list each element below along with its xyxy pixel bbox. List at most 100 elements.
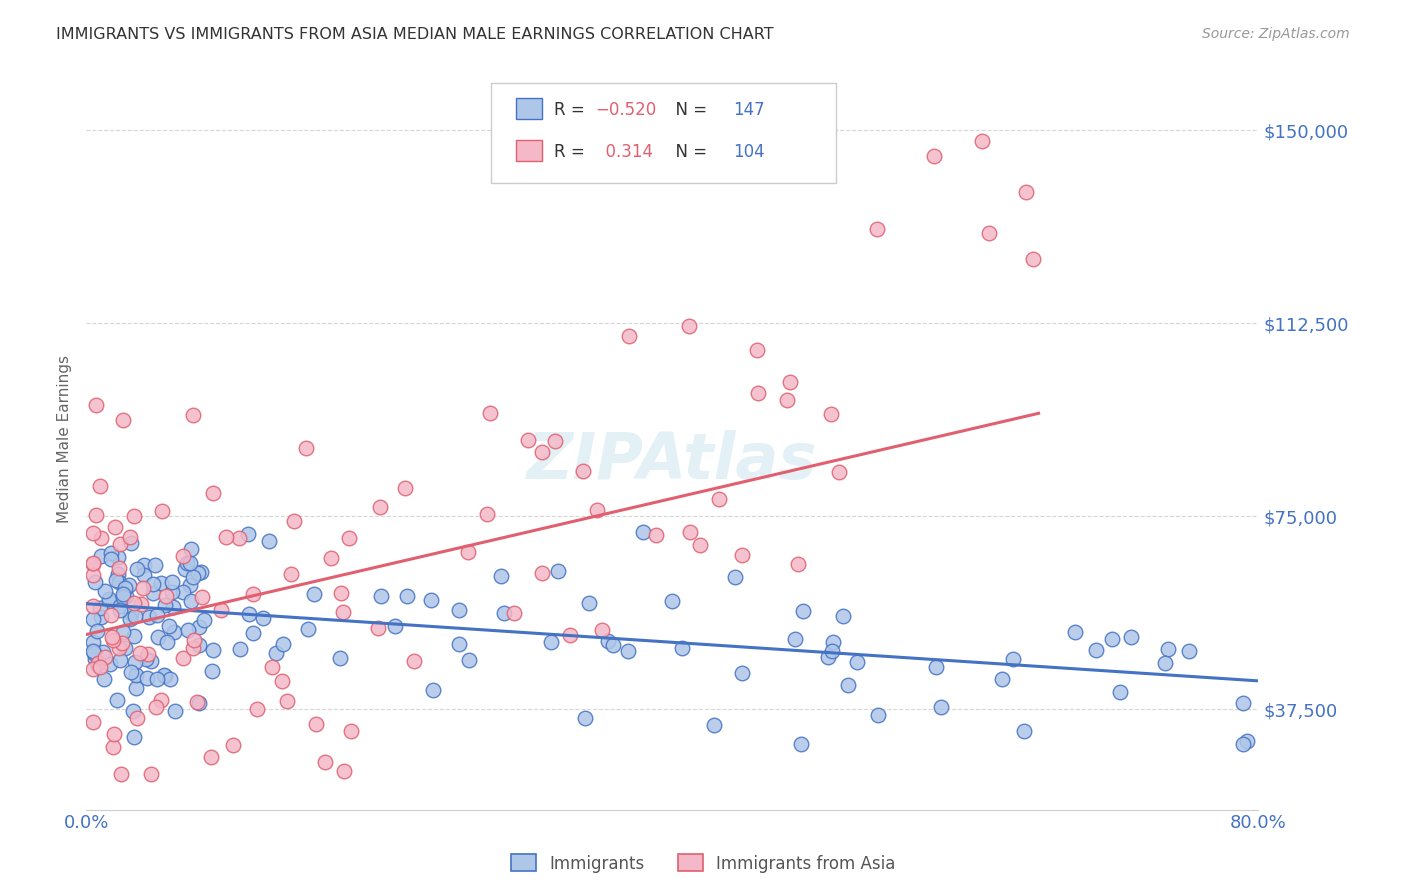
Point xyxy=(228,531,250,545)
Point xyxy=(129,597,152,611)
Point xyxy=(98,657,121,671)
Text: 104: 104 xyxy=(733,143,765,161)
Point xyxy=(173,562,195,576)
Point xyxy=(112,413,135,427)
Point xyxy=(111,624,134,639)
Point xyxy=(97,594,120,608)
Point xyxy=(120,665,142,679)
Point xyxy=(122,596,145,610)
Point xyxy=(246,701,269,715)
Point xyxy=(821,635,844,649)
Point xyxy=(422,683,444,698)
Point xyxy=(1063,625,1085,640)
Point xyxy=(530,566,553,580)
Point xyxy=(404,654,426,668)
Point xyxy=(97,591,120,606)
Point xyxy=(179,578,201,592)
Point xyxy=(457,653,479,667)
Text: −0.520: −0.520 xyxy=(595,101,657,119)
Point xyxy=(157,618,180,632)
Text: IMMIGRANTS VS IMMIGRANTS FROM ASIA MEDIAN MALE EARNINGS CORRELATION CHART: IMMIGRANTS VS IMMIGRANTS FROM ASIA MEDIA… xyxy=(56,27,773,42)
Point xyxy=(302,587,325,601)
Point xyxy=(84,398,107,412)
Point xyxy=(866,222,889,236)
Point xyxy=(112,590,135,604)
Point xyxy=(172,549,194,563)
Point xyxy=(540,635,562,649)
Point xyxy=(176,557,198,571)
Point xyxy=(276,693,298,707)
Point xyxy=(91,645,114,659)
Point xyxy=(104,520,127,534)
Point xyxy=(100,546,122,560)
Point xyxy=(457,544,479,558)
Point xyxy=(120,536,142,550)
Point xyxy=(1232,737,1254,751)
Point xyxy=(215,530,238,544)
Point xyxy=(155,590,177,604)
Point xyxy=(633,524,655,539)
Point xyxy=(924,149,946,163)
Point xyxy=(124,509,146,524)
Point xyxy=(100,607,122,622)
Point xyxy=(979,226,1001,240)
Point xyxy=(783,632,806,646)
FancyBboxPatch shape xyxy=(491,83,837,184)
Point xyxy=(107,550,129,565)
Point xyxy=(305,717,328,731)
Point xyxy=(127,711,149,725)
Point xyxy=(678,318,700,333)
Point xyxy=(120,606,142,620)
Point xyxy=(181,408,204,422)
Point xyxy=(139,766,162,780)
Point xyxy=(155,599,177,613)
Point xyxy=(193,613,215,627)
Point xyxy=(159,672,181,686)
Point xyxy=(319,551,342,566)
Point xyxy=(180,542,202,557)
Text: N =: N = xyxy=(665,101,713,119)
Point xyxy=(82,557,104,571)
Point xyxy=(124,731,146,745)
Point xyxy=(83,646,105,660)
Point xyxy=(136,647,159,661)
Point xyxy=(82,644,104,658)
Point xyxy=(82,612,104,626)
Point xyxy=(1236,734,1258,748)
Point xyxy=(84,508,107,522)
Point xyxy=(187,639,209,653)
Point xyxy=(124,656,146,670)
Point xyxy=(280,566,302,581)
Point xyxy=(586,502,609,516)
Point xyxy=(86,624,108,639)
Point xyxy=(846,655,869,669)
Point xyxy=(105,693,128,707)
Point xyxy=(132,582,155,596)
Point xyxy=(1232,696,1254,710)
Point xyxy=(1012,724,1035,739)
Point xyxy=(747,385,769,400)
Point xyxy=(146,608,169,623)
Point xyxy=(596,634,619,648)
Point xyxy=(775,393,797,408)
Point xyxy=(118,612,141,626)
Point xyxy=(229,642,252,657)
Point xyxy=(786,557,808,571)
Point xyxy=(82,556,104,570)
Point xyxy=(929,700,952,714)
Text: Source: ZipAtlas.com: Source: ZipAtlas.com xyxy=(1202,27,1350,41)
Point xyxy=(172,585,194,599)
Bar xyxy=(516,140,543,161)
Point xyxy=(114,640,136,655)
Point xyxy=(114,581,136,595)
Point xyxy=(572,464,595,478)
Point xyxy=(176,624,198,638)
Point xyxy=(731,548,754,562)
Point xyxy=(186,695,208,709)
Point xyxy=(337,531,360,545)
Point xyxy=(110,766,132,780)
Point xyxy=(187,566,209,581)
Point xyxy=(90,609,112,624)
Point xyxy=(817,649,839,664)
Point xyxy=(1101,632,1123,646)
